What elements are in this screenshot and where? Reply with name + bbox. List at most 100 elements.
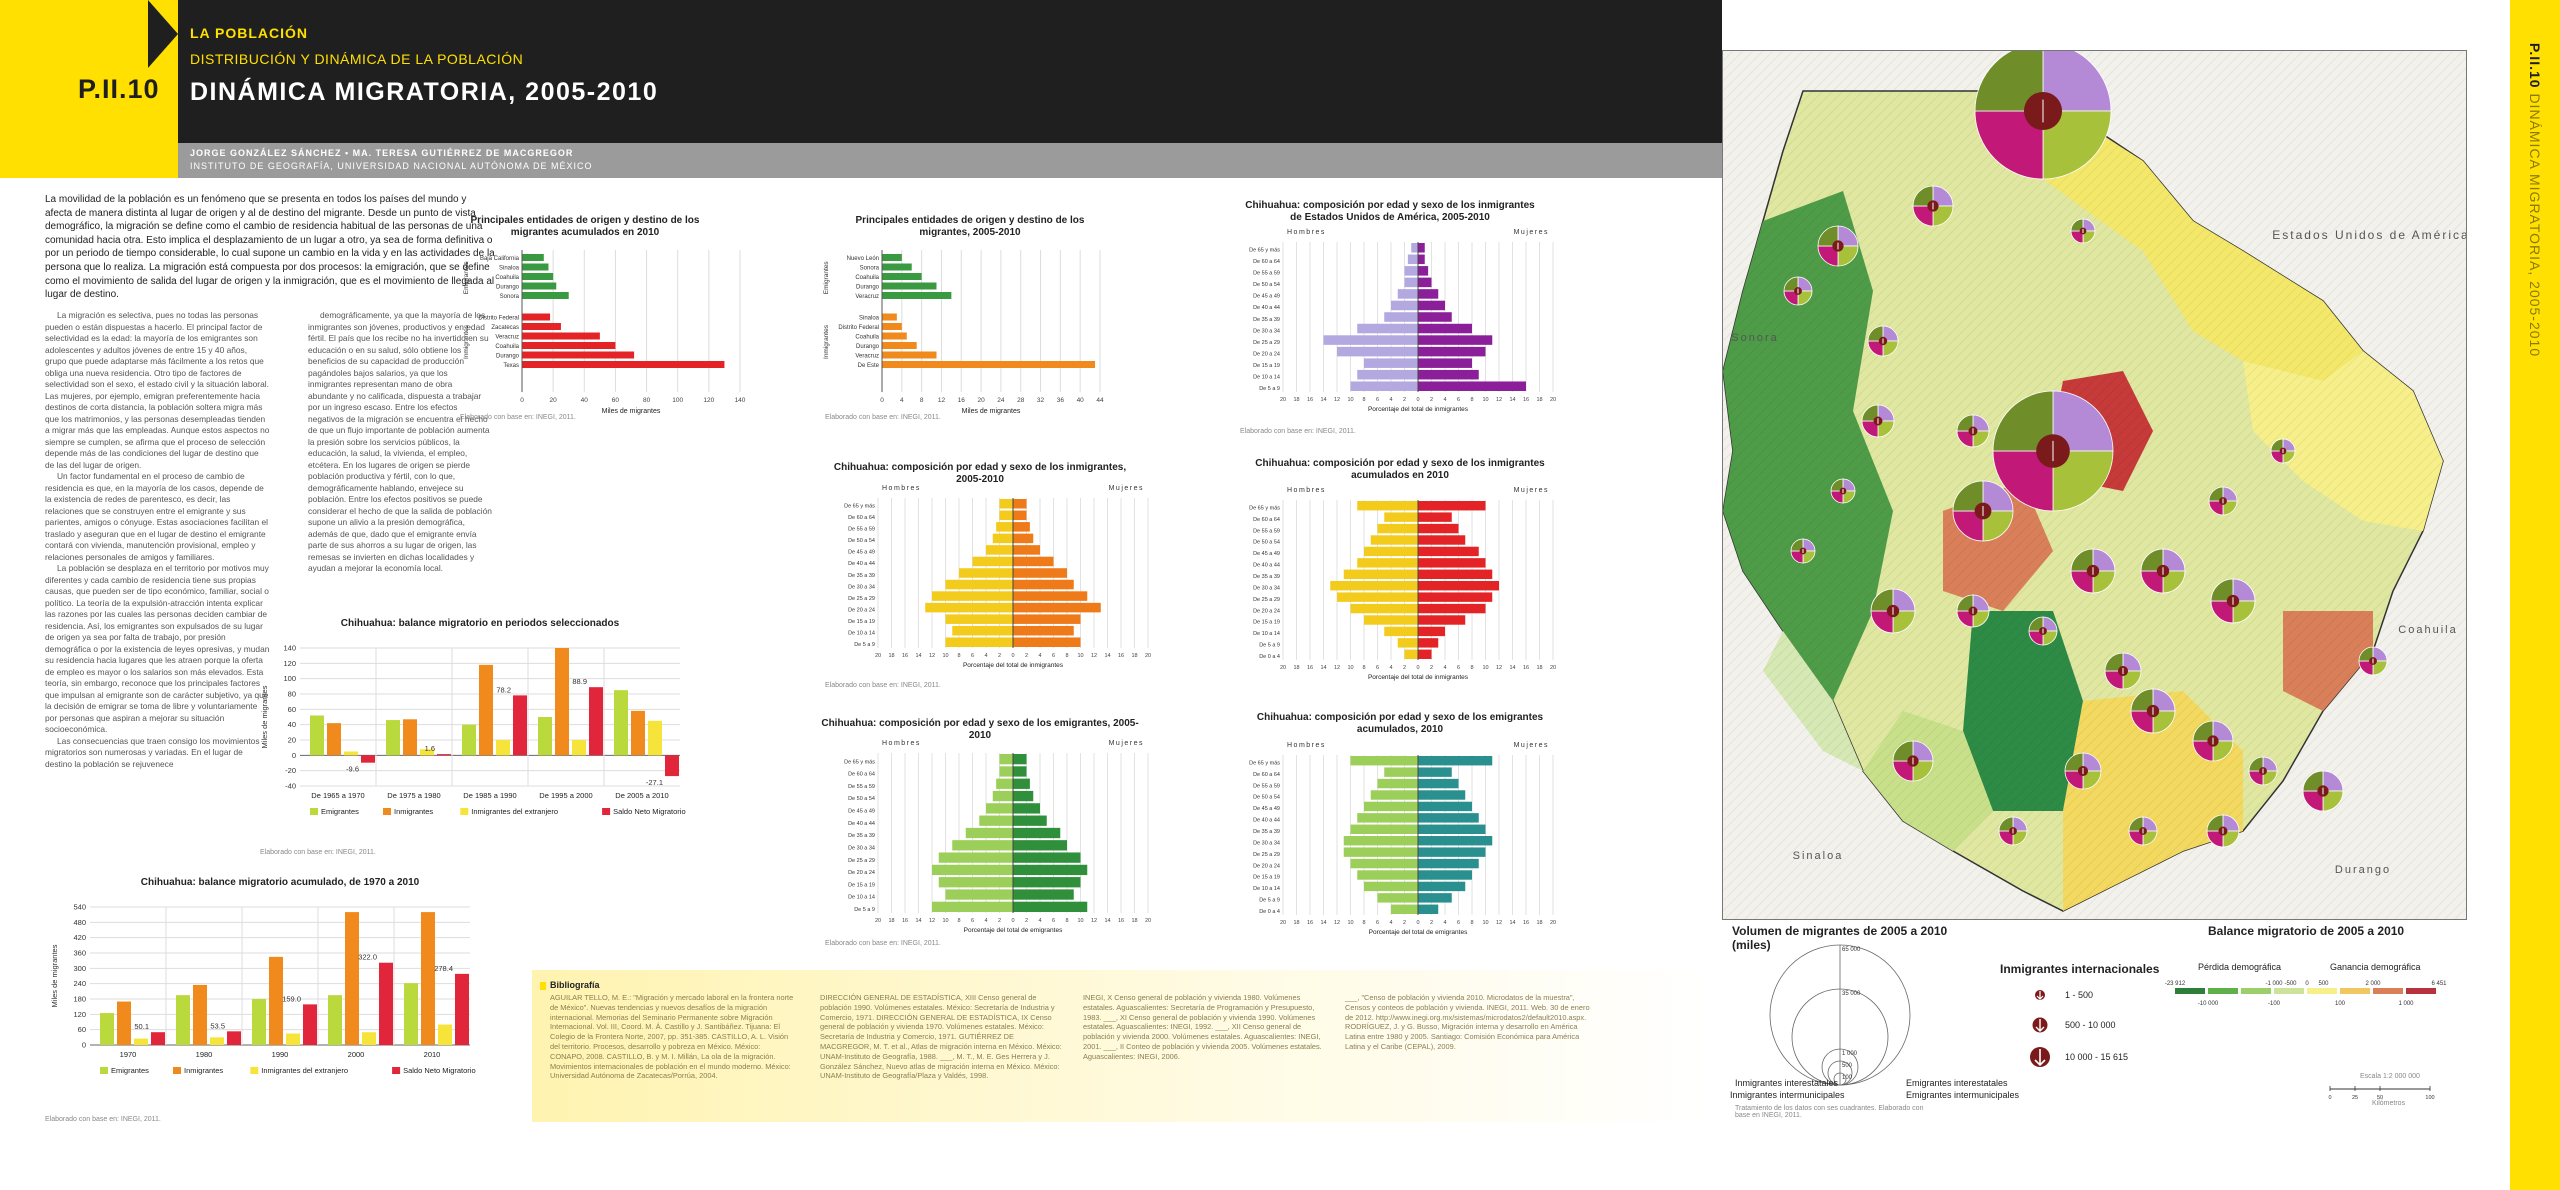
tick-label: -40 xyxy=(285,782,296,791)
tick-label: 10 xyxy=(1347,665,1353,671)
tick-label: 12 xyxy=(938,397,946,404)
axis-label: Miles de migrantes xyxy=(260,685,269,748)
bar-female xyxy=(1418,358,1472,368)
bar xyxy=(522,351,635,359)
pie-marker xyxy=(1817,225,1859,267)
age-label: De 65 y más xyxy=(1249,248,1280,254)
bar-male xyxy=(1384,767,1418,777)
tick-label: 18 xyxy=(888,653,894,659)
tick-label: 10 xyxy=(1077,653,1083,659)
tick-label: 4 xyxy=(1443,665,1446,671)
legend-swatch xyxy=(392,1067,401,1074)
bar-male xyxy=(945,579,1013,590)
tick-label: 360 xyxy=(73,949,86,958)
pie-marker xyxy=(2130,688,2176,734)
category-label: Coahuila xyxy=(495,275,519,281)
tick-label: 2 xyxy=(1025,918,1028,924)
category-label: Sinaloa xyxy=(499,266,520,272)
chart-source: Elaborado con base en: INEGI, 2011. xyxy=(825,940,941,947)
bar-male xyxy=(1343,569,1418,579)
men-label: Hombres xyxy=(1287,742,1326,749)
category-label: Baja California xyxy=(480,256,520,262)
tick-label: 12 xyxy=(1496,920,1502,926)
legend-circle-value: 65 000 xyxy=(1842,947,1861,953)
legend-international-title: Inmigrantes internacionales xyxy=(2000,962,2160,976)
bar-female xyxy=(1013,533,1034,544)
pie-slice xyxy=(1912,205,1934,227)
age-label: De 20 a 24 xyxy=(848,607,875,613)
bar-male xyxy=(992,790,1013,802)
legend-circle-value: 500 xyxy=(1842,1063,1853,1069)
bar-female xyxy=(1013,568,1067,578)
tick-label: 10 xyxy=(1482,665,1488,671)
legend-color-bin xyxy=(2340,988,2370,994)
men-label: Hombres xyxy=(882,740,921,747)
pie-marker xyxy=(2248,756,2278,786)
tick-label: 6 xyxy=(1052,918,1055,924)
side-band-title: P.II.10 DINÁMICA MIGRATORIA, 2005-2010 xyxy=(2527,43,2543,357)
tick-label: 8 xyxy=(957,653,960,659)
category-label: 2010 xyxy=(424,1050,441,1059)
pie-slice xyxy=(1817,245,1839,267)
category-label: Durango xyxy=(496,285,520,291)
tick-label: 16 xyxy=(1523,920,1529,926)
legend-label: Inmigrantes del extranjero xyxy=(261,1066,348,1075)
tick-label: 10 xyxy=(1347,397,1353,403)
age-label: De 35 a 39 xyxy=(848,573,875,579)
tick-label: 12 xyxy=(929,653,935,659)
pie-marker xyxy=(2028,616,2058,646)
category-label: Distrito Federal xyxy=(478,316,519,322)
tick-label: 4 xyxy=(1389,665,1392,671)
tick-label: 16 xyxy=(1307,397,1313,403)
legend-tick: 6 451 xyxy=(2431,981,2447,987)
tick-label: 16 xyxy=(1118,653,1124,659)
axis-label: Miles de migrantes xyxy=(602,408,661,415)
pie-marker xyxy=(1861,404,1895,438)
bar-female xyxy=(1013,778,1030,789)
legend-label: Emigrantes xyxy=(111,1066,149,1075)
tick-label: 44 xyxy=(1096,397,1104,404)
legend-label: Inmigrantes del extranjero xyxy=(471,807,558,816)
bar xyxy=(572,740,586,756)
tick-label: 12 xyxy=(929,918,935,924)
tick-label: 6 xyxy=(1052,653,1055,659)
tick-label: 18 xyxy=(1293,665,1299,671)
tick-label: 140 xyxy=(735,397,746,404)
tick-label: 16 xyxy=(902,653,908,659)
bar xyxy=(882,351,937,359)
pie-slice xyxy=(1837,225,1859,247)
pie-marker xyxy=(2064,752,2102,790)
tick-label: 8 xyxy=(957,918,960,924)
legend-tick: 1 000 xyxy=(2398,1001,2414,1007)
bar-female xyxy=(1013,591,1088,601)
bar-female xyxy=(1013,901,1088,912)
pie-marker xyxy=(2270,438,2296,464)
tick-label: 20 xyxy=(1280,920,1286,926)
bar-male xyxy=(945,889,1013,900)
bar-female xyxy=(1418,381,1526,391)
bar-male xyxy=(1357,323,1418,334)
category-label: De 1985 a 1990 xyxy=(463,791,516,800)
bar xyxy=(538,717,552,756)
bar xyxy=(522,292,569,299)
tick-label: 20 xyxy=(977,397,985,404)
women-label: Mujeres xyxy=(1514,742,1549,749)
pie-marker xyxy=(2070,218,2096,244)
bar xyxy=(386,720,400,756)
legend-scale-bar: 0 25 50 100 xyxy=(2328,1086,2435,1101)
tick-label: 140 xyxy=(283,644,296,653)
age-label: De 5 a 9 xyxy=(1259,898,1280,904)
bar-male xyxy=(1364,881,1418,892)
category-label: De 2005 a 2010 xyxy=(615,791,668,800)
age-label: De 10 a 14 xyxy=(1253,886,1280,892)
legend-swatch xyxy=(100,1067,108,1074)
legend-swatch xyxy=(383,808,391,815)
tick-label: 20 xyxy=(1145,918,1151,924)
bar-female xyxy=(1418,824,1486,834)
tick-label: 6 xyxy=(1457,397,1460,403)
bar-female xyxy=(1013,499,1027,509)
bar-male xyxy=(999,766,1013,777)
age-label: De 10 a 14 xyxy=(848,895,875,901)
